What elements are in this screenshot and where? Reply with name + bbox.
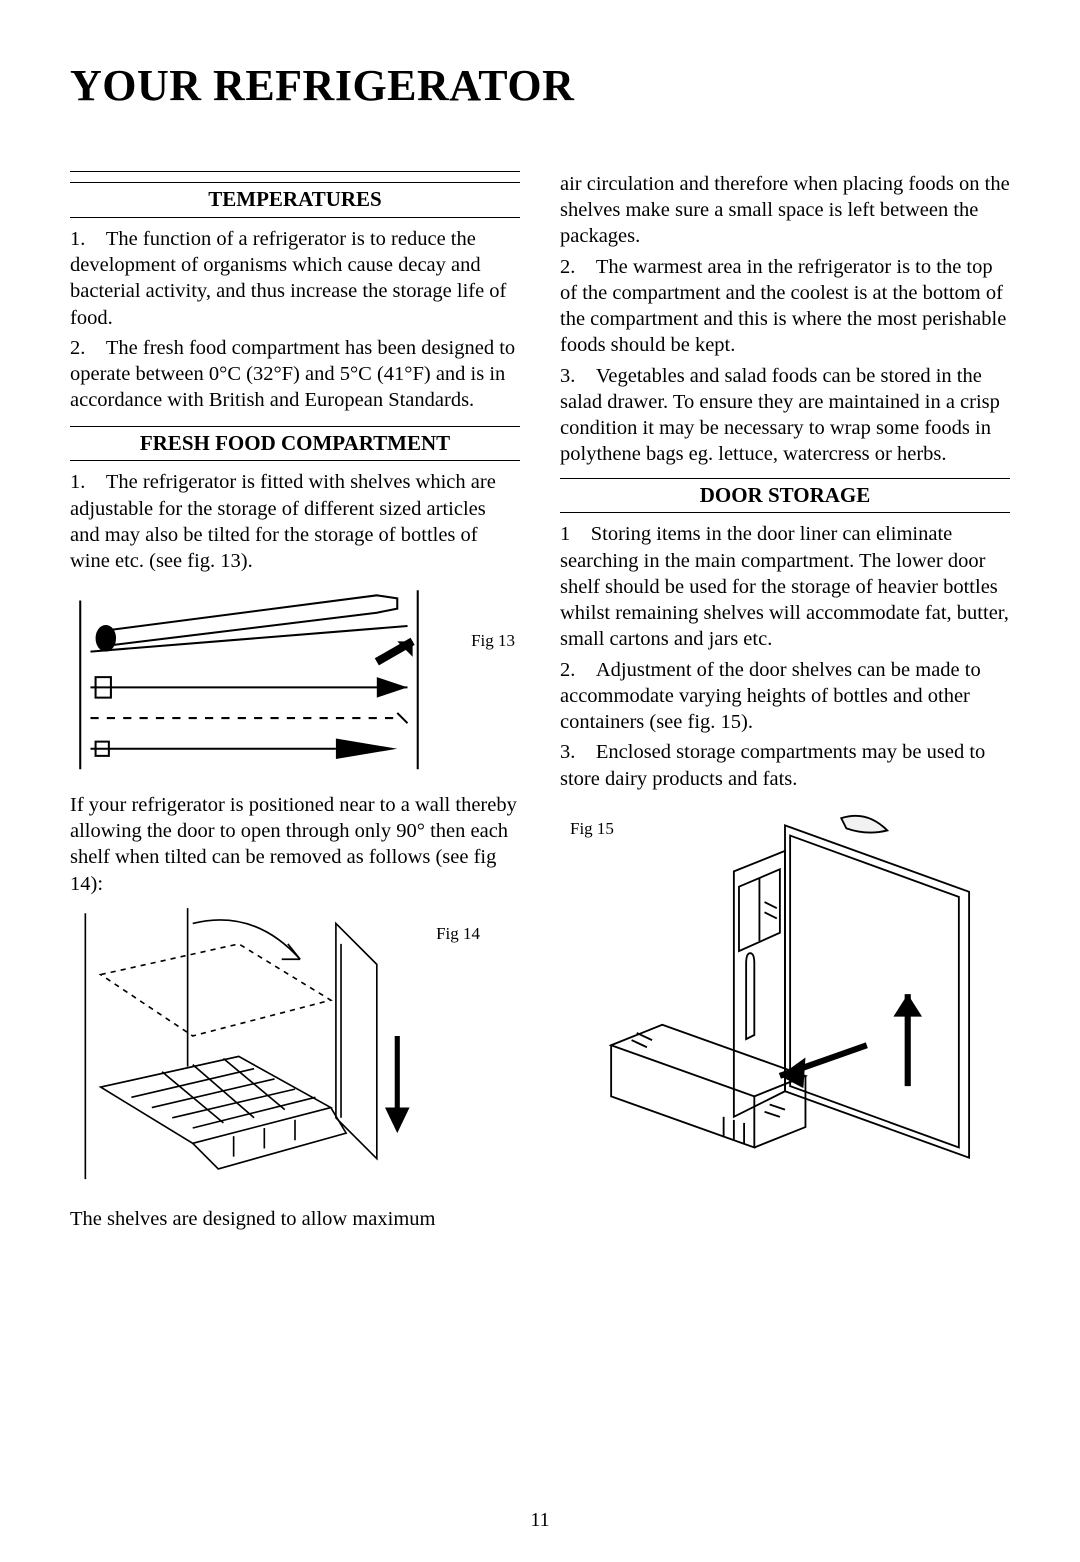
page: YOUR REFRIGERATOR TEMPERATURES 1. The fu… (0, 0, 1080, 1562)
fig13-svg (70, 580, 520, 774)
figure-13: Fig 13 (70, 580, 520, 782)
fig13-label: Fig 13 (471, 630, 515, 652)
fig14-svg (70, 903, 520, 1189)
paragraph: 3. Enclosed storage compartments may be … (560, 739, 1010, 791)
page-number: 11 (0, 1509, 1080, 1532)
fig15-label: Fig 15 (570, 818, 614, 840)
paragraph: 1. The function of a refrigerator is to … (70, 226, 520, 331)
heading-door-storage: DOOR STORAGE (560, 478, 1010, 514)
rule (70, 171, 520, 172)
paragraph: 1 Storing items in the door liner can el… (560, 521, 1010, 652)
page-title: YOUR REFRIGERATOR (70, 60, 1010, 111)
figure-15: Fig 15 (560, 810, 1010, 1196)
paragraph: 2. Adjustment of the door shelves can be… (560, 657, 1010, 736)
heading-temperatures: TEMPERATURES (70, 182, 520, 218)
paragraph: The shelves are designed to allow maximu… (70, 1206, 520, 1232)
left-column: TEMPERATURES 1. The function of a refrig… (70, 171, 520, 1237)
paragraph: 2. The fresh food compartment has been d… (70, 335, 520, 414)
right-column: air circulation and therefore when placi… (560, 171, 1010, 1237)
heading-fresh-food: FRESH FOOD COMPARTMENT (70, 426, 520, 462)
paragraph: 1. The refrigerator is fitted with shelv… (70, 469, 520, 574)
fig14-label: Fig 14 (436, 923, 480, 945)
paragraph: 3. Vegetables and salad foods can be sto… (560, 363, 1010, 468)
figure-14: Fig 14 (70, 903, 520, 1197)
paragraph: air circulation and therefore when placi… (560, 171, 1010, 250)
paragraph: If your refrigerator is positioned near … (70, 792, 520, 897)
paragraph: 2. The warmest area in the refrigerator … (560, 254, 1010, 359)
two-column-layout: TEMPERATURES 1. The function of a refrig… (70, 171, 1010, 1237)
fig15-svg (560, 810, 1010, 1188)
